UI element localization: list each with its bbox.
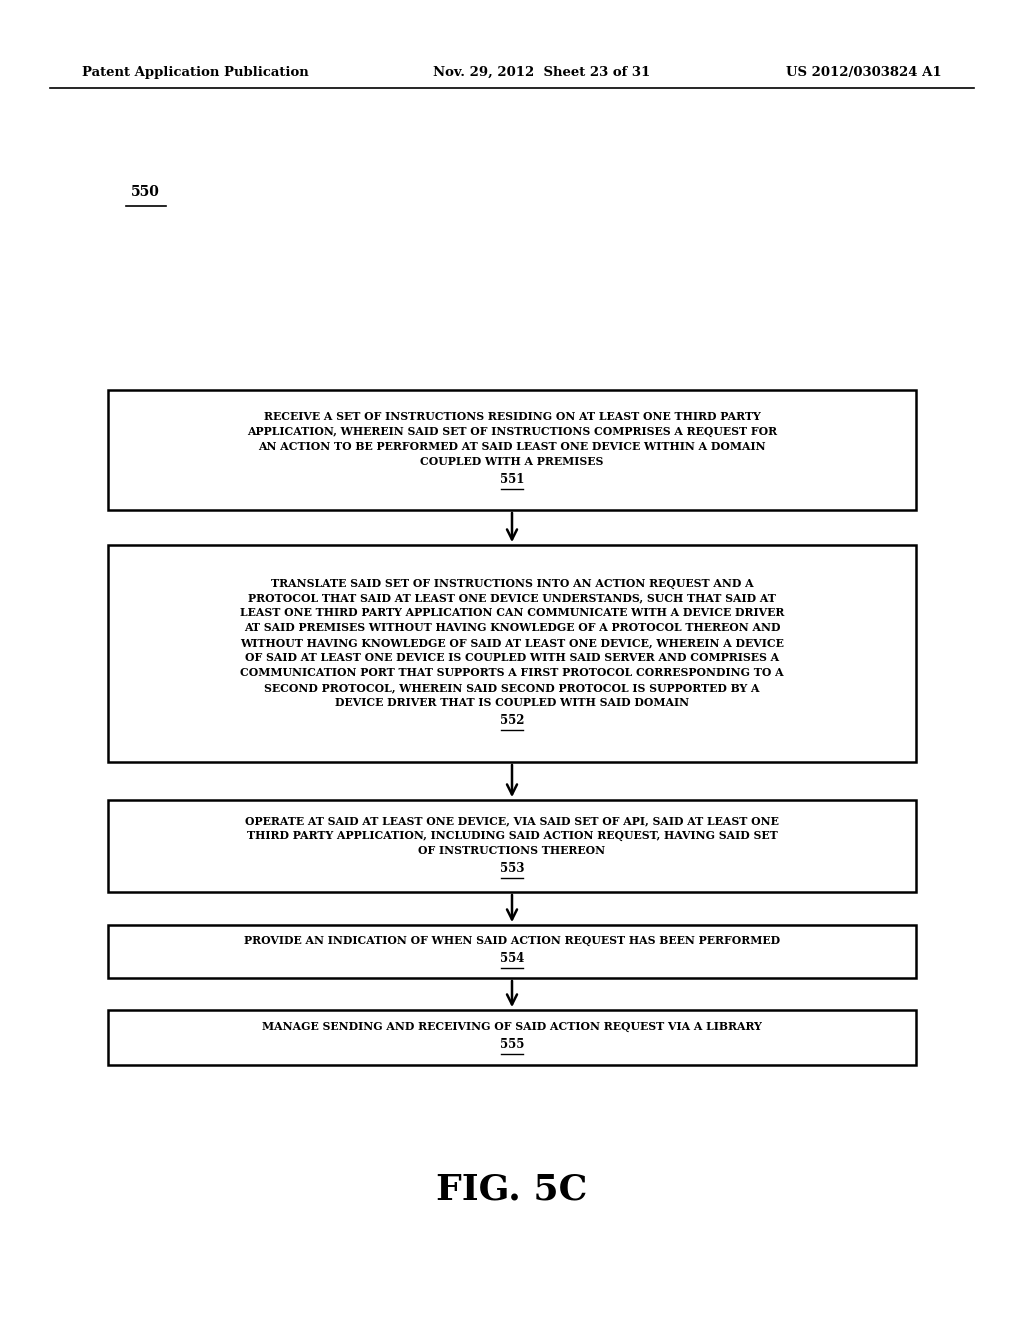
Text: OF SAID AT LEAST ONE DEVICE IS COUPLED WITH SAID SERVER AND COMPRISES A: OF SAID AT LEAST ONE DEVICE IS COUPLED W… [245,652,779,664]
Text: 553: 553 [500,862,524,875]
Text: SECOND PROTOCOL, WHEREIN SAID SECOND PROTOCOL IS SUPPORTED BY A: SECOND PROTOCOL, WHEREIN SAID SECOND PRO… [264,682,760,693]
Text: Patent Application Publication: Patent Application Publication [82,66,309,78]
Bar [108,925,916,978]
Text: US 2012/0303824 A1: US 2012/0303824 A1 [786,66,942,78]
Text: OPERATE AT SAID AT LEAST ONE DEVICE, VIA SAID SET OF API, SAID AT LEAST ONE: OPERATE AT SAID AT LEAST ONE DEVICE, VIA… [245,814,779,826]
Text: 552: 552 [500,714,524,727]
Bar [108,545,916,762]
Text: 555: 555 [500,1039,524,1052]
Text: APPLICATION, WHEREIN SAID SET OF INSTRUCTIONS COMPRISES A REQUEST FOR: APPLICATION, WHEREIN SAID SET OF INSTRUC… [247,426,777,437]
Text: MANAGE SENDING AND RECEIVING OF SAID ACTION REQUEST VIA A LIBRARY: MANAGE SENDING AND RECEIVING OF SAID ACT… [262,1022,762,1032]
Text: AT SAID PREMISES WITHOUT HAVING KNOWLEDGE OF A PROTOCOL THEREON AND: AT SAID PREMISES WITHOUT HAVING KNOWLEDG… [244,623,780,634]
Text: RECEIVE A SET OF INSTRUCTIONS RESIDING ON AT LEAST ONE THIRD PARTY: RECEIVE A SET OF INSTRUCTIONS RESIDING O… [263,412,761,422]
Bar [108,1010,916,1065]
Text: PROTOCOL THAT SAID AT LEAST ONE DEVICE UNDERSTANDS, SUCH THAT SAID AT: PROTOCOL THAT SAID AT LEAST ONE DEVICE U… [248,593,776,603]
Text: OF INSTRUCTIONS THEREON: OF INSTRUCTIONS THEREON [419,845,605,855]
Text: Nov. 29, 2012  Sheet 23 of 31: Nov. 29, 2012 Sheet 23 of 31 [433,66,650,78]
Text: COMMUNICATION PORT THAT SUPPORTS A FIRST PROTOCOL CORRESPONDING TO A: COMMUNICATION PORT THAT SUPPORTS A FIRST… [241,668,783,678]
Bar [108,389,916,510]
Text: COUPLED WITH A PREMISES: COUPLED WITH A PREMISES [420,457,604,467]
Text: 551: 551 [500,474,524,486]
Text: PROVIDE AN INDICATION OF WHEN SAID ACTION REQUEST HAS BEEN PERFORMED: PROVIDE AN INDICATION OF WHEN SAID ACTIO… [244,936,780,946]
Text: 554: 554 [500,953,524,965]
Text: 550: 550 [131,185,160,199]
Text: THIRD PARTY APPLICATION, INCLUDING SAID ACTION REQUEST, HAVING SAID SET: THIRD PARTY APPLICATION, INCLUDING SAID … [247,830,777,841]
Text: DEVICE DRIVER THAT IS COUPLED WITH SAID DOMAIN: DEVICE DRIVER THAT IS COUPLED WITH SAID … [335,697,689,708]
Text: LEAST ONE THIRD PARTY APPLICATION CAN COMMUNICATE WITH A DEVICE DRIVER: LEAST ONE THIRD PARTY APPLICATION CAN CO… [240,607,784,619]
Text: WITHOUT HAVING KNOWLEDGE OF SAID AT LEAST ONE DEVICE, WHEREIN A DEVICE: WITHOUT HAVING KNOWLEDGE OF SAID AT LEAS… [240,638,784,648]
Text: AN ACTION TO BE PERFORMED AT SAID LEAST ONE DEVICE WITHIN A DOMAIN: AN ACTION TO BE PERFORMED AT SAID LEAST … [258,441,766,453]
Text: FIG. 5C: FIG. 5C [436,1173,588,1206]
Bar [108,800,916,892]
Text: TRANSLATE SAID SET OF INSTRUCTIONS INTO AN ACTION REQUEST AND A: TRANSLATE SAID SET OF INSTRUCTIONS INTO … [270,578,754,589]
